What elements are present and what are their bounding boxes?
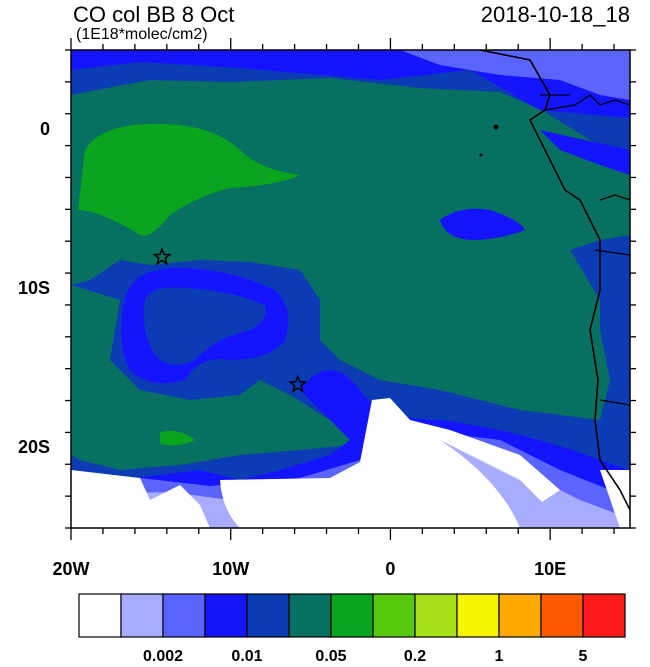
star-marker-1 [152,246,172,266]
colorbar-swatch [288,593,332,638]
colorbar-swatch [498,593,542,638]
x-tick-label: 10E [534,559,567,579]
field-band-0.02-0.05-eddy-core [143,287,266,365]
x-tick-label: 0 [385,559,396,579]
star-marker-2 [288,374,308,393]
x-tick-label: 20W [52,559,90,579]
field-band-0.002-0.005-streak [440,440,560,528]
island-bioko [493,124,499,130]
colorbar-swatch [246,593,290,638]
colorbar-label: 0.01 [231,648,263,665]
colorbar-label: 0.05 [315,648,347,665]
field-band-0.05-0.1-southwest [71,285,370,470]
markers [152,246,308,393]
colorbar-label: 0.002 [142,648,184,665]
colorbar-swatch [414,593,458,638]
field-band-0.01-0.02-coast [540,130,630,175]
field-band-0.1-0.2-patch [78,123,300,236]
co-field [71,50,630,528]
field-band-0.01-0.02-offshore [440,208,525,240]
colorbar-label: 5 [578,648,588,665]
field-clean-air-sw [71,470,210,528]
field-clean-air-south [220,398,560,528]
coastline-africa [479,50,630,511]
country-borders [540,94,630,406]
colorbar-swatch [162,593,206,638]
y-tick-label: 0 [39,118,50,139]
axis-ticks [65,38,636,540]
y-tick-label: 10S [17,278,50,298]
colorbar-label: 0.2 [403,648,427,665]
colorbar [78,593,626,638]
colorbar-swatch [582,593,626,638]
y-tick-label: 20S [17,437,50,458]
field-band-0.1-0.2-small-patch [160,431,195,446]
colorbar-swatch [540,593,584,638]
map-title: CO col BB 8 Oct [73,2,235,27]
colorbar-swatch [372,593,416,638]
map-units: (1E18*molec/cm2) [76,26,208,43]
island-sao-tome [479,153,483,157]
plot-frame [70,49,631,529]
x-tick-label: 10W [212,559,250,579]
map-timestamp: 2018-10-18_18 [480,2,630,27]
colorbar-label: 1 [494,648,504,665]
colorbar-swatch [120,593,164,638]
field-band-0.005-0.01-north [400,50,630,100]
colorbar-swatch [78,593,122,638]
colorbar-swatch [204,593,248,638]
colorbar-swatch [330,593,374,638]
colorbar-swatch [456,593,500,638]
field-clean-air-se [600,470,630,528]
